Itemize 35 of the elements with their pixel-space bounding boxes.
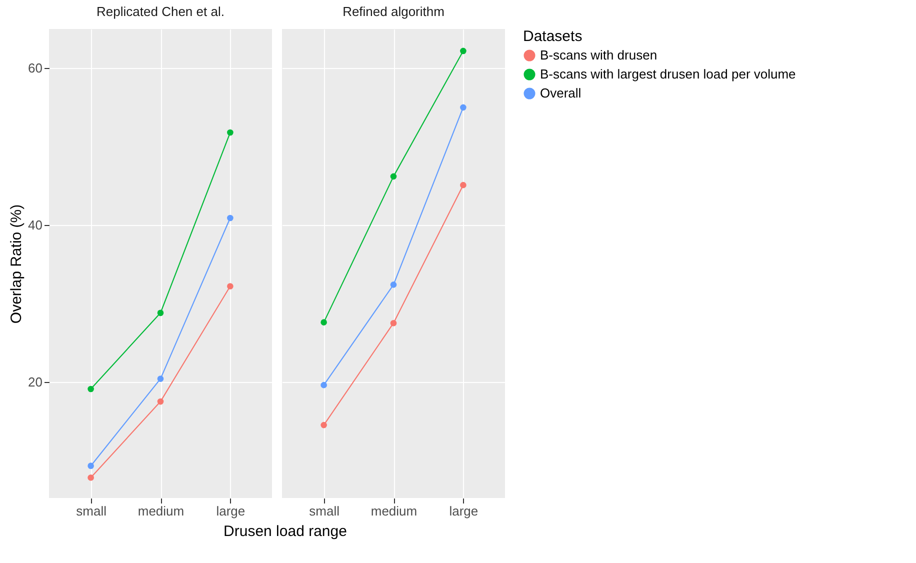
legend-label: Overall: [540, 86, 582, 100]
point: [157, 376, 164, 382]
point: [227, 283, 234, 290]
x-axis-title: Drusen load range: [224, 523, 347, 540]
point: [88, 474, 94, 481]
chart-title: Refined algorithm: [342, 4, 444, 19]
point: [460, 48, 466, 54]
y-tick-label: 60: [28, 60, 42, 76]
y-tick-label: 40: [28, 218, 42, 233]
x-tick-label: medium: [370, 504, 418, 518]
point: [88, 386, 94, 392]
point: [227, 129, 234, 136]
point: [390, 282, 397, 288]
x-tick-label: medium: [138, 504, 184, 518]
point: [390, 173, 397, 180]
point: [320, 319, 327, 326]
point: [88, 462, 94, 469]
legend-label: B-scans with drusen: [540, 48, 658, 62]
point: [390, 320, 397, 326]
x-tick-label: small: [309, 504, 340, 518]
x-tick-label: small: [76, 504, 107, 518]
point: [460, 104, 466, 111]
point: [320, 382, 327, 388]
legend-label: B-scans with largest drusen load per volume: [540, 66, 796, 82]
point: [157, 310, 164, 316]
chart-title: Replicated Chen et al.: [96, 4, 224, 19]
point: [157, 398, 164, 405]
x-tick-label: large: [216, 504, 246, 518]
y-axis-title: Overlap Ratio (%): [8, 204, 26, 324]
point: [320, 422, 327, 428]
x-tick-label: large: [449, 504, 478, 518]
legend-title: Datasets: [523, 28, 582, 45]
point: [460, 182, 466, 188]
y-tick-label: 20: [28, 374, 42, 390]
point: [227, 214, 234, 222]
